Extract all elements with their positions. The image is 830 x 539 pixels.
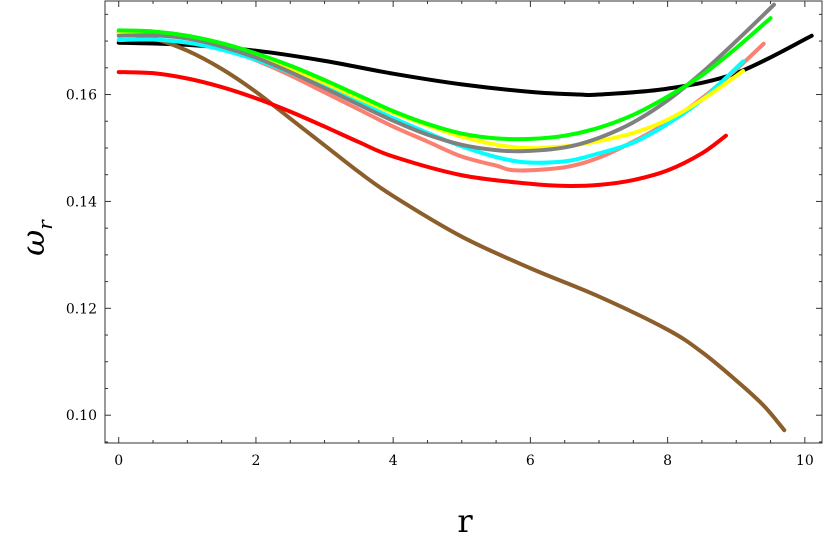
x-tick-label: 4 [389, 453, 398, 469]
x-tick-label: 10 [796, 453, 814, 469]
series-line-7 [116, 2, 776, 154]
y-axis-title: ωr [14, 219, 57, 256]
series-lines [116, 2, 814, 433]
y-tick-label: 0.16 [66, 88, 97, 104]
x-tick-label: 6 [526, 453, 535, 469]
x-axis-title: r [457, 502, 473, 539]
series-line-3 [116, 70, 728, 188]
y-tick-label: 0.10 [66, 408, 97, 424]
x-tick-label: 2 [251, 453, 260, 469]
y-axis-title-sub: r [33, 219, 57, 230]
x-tick-label: 0 [114, 453, 123, 469]
tick-labels: 0 2 4 6 8 10 0.10 0.12 0.14 0.16 [66, 88, 814, 469]
y-tick-label: 0.14 [66, 194, 97, 210]
y-axis-title-main: ω [14, 230, 52, 256]
x-tick-label: 8 [663, 453, 672, 469]
series-line-2 [116, 31, 787, 433]
axis-ticks [105, 1, 822, 443]
series-line-5 [116, 37, 746, 165]
y-tick-label: 0.12 [66, 301, 97, 317]
plot-frame [104, 0, 823, 444]
series-line-8 [116, 16, 773, 142]
